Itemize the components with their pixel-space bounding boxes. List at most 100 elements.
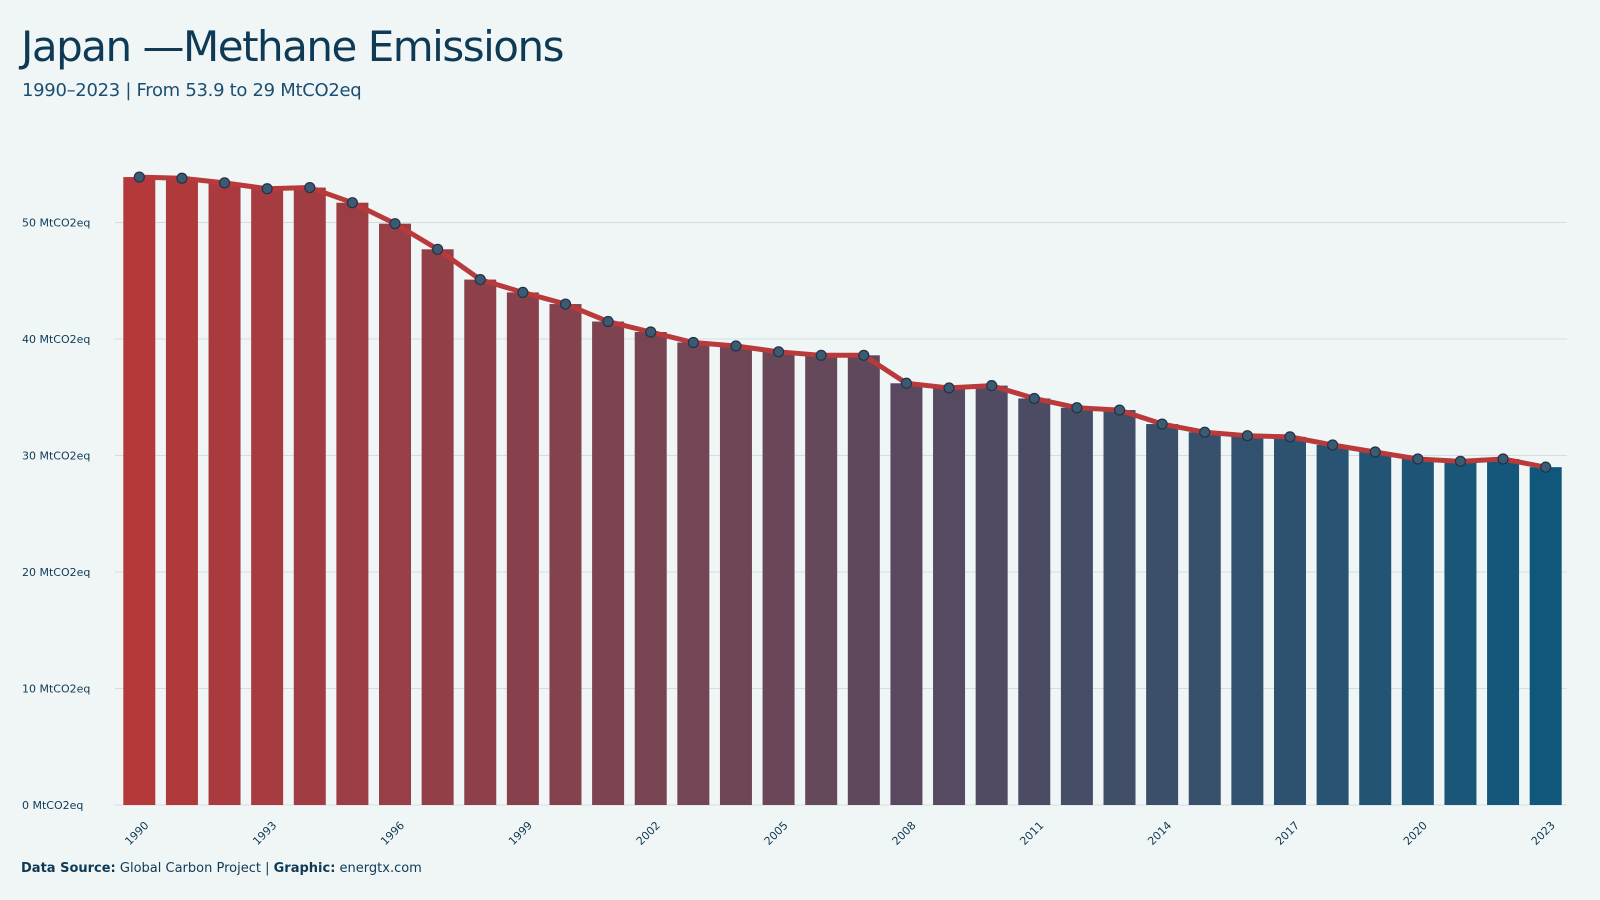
point-2003 [687,336,699,349]
point-1990 [133,171,145,183]
x-tick-label: 1999 [506,819,535,848]
source-label: Data Source: [21,861,116,876]
grid-lines [115,222,1567,806]
bar-1996 [379,223,412,806]
point-2016 [1241,430,1253,442]
chart-title: Japan —Methane Emissions [21,22,564,71]
x-tick-label: 1993 [250,819,279,848]
y-tick-label: 0 MtCO2eq [22,799,83,812]
caption-separator: | [265,861,270,876]
point-2009 [943,382,955,394]
bar-2007 [847,355,880,805]
point-2020 [1412,453,1424,465]
bar-1991 [165,178,198,806]
y-axis: 0 MtCO2eq 10 MtCO2eq 20 MtCO2eq 30 MtCO2eq 4… [22,217,90,813]
x-tick-label: 1996 [378,819,407,848]
trend-line [139,174,1547,470]
bar-2010 [975,385,1008,805]
point-2017 [1284,431,1296,443]
point-2013 [1113,404,1126,416]
x-tick-label: 2011 [1017,819,1046,848]
bar-2004 [719,345,752,805]
point-1993 [261,183,273,195]
y-tick-label: 30 MtCO2eq [22,450,90,463]
point-2001 [602,315,614,328]
chart-subtitle: 1990–2023 | From 53.9 to 29 MtCO2eq [22,80,362,101]
point-1994 [304,181,316,194]
point-1996 [389,218,401,230]
point-2007 [858,349,870,361]
point-1991 [176,172,188,184]
point-2000 [559,298,572,310]
bar-2020 [1401,458,1434,805]
point-2023 [1540,461,1552,473]
bar-1993 [251,188,284,806]
point-2014 [1156,418,1168,430]
x-tick-label: 2017 [1273,819,1302,848]
point-1995 [346,197,358,209]
bar-2011 [1018,398,1051,805]
bar-2006 [805,355,838,805]
point-2002 [645,326,657,338]
point-2018 [1327,439,1339,451]
x-tick-label: 2002 [634,819,663,848]
bar-2005 [762,351,795,805]
point-2012 [1071,402,1083,414]
bar-2017 [1273,436,1306,805]
point-2005 [772,346,785,358]
bar-2018 [1316,445,1349,805]
x-axis: 1990 1993 1996 1999 2002 2005 2008 2011 2014 2017… [122,819,1557,848]
point-1999 [517,286,529,298]
trend-points [133,171,1552,473]
bar-2014 [1146,424,1179,805]
x-tick-label: 1990 [122,819,151,848]
point-2019 [1369,446,1381,458]
bar-2016 [1231,435,1264,805]
bar-2019 [1359,452,1392,805]
bar-1990 [123,177,156,805]
bar-2001 [592,321,625,805]
point-2011 [1028,392,1040,405]
bar-1995 [336,202,369,805]
y-tick-label: 20 MtCO2eq [22,566,90,579]
bar-2023 [1529,467,1562,805]
bar-1994 [293,187,326,806]
bar-2022 [1487,458,1520,805]
point-2008 [900,377,913,389]
y-tick-label: 10 MtCO2eq [22,683,90,696]
point-1992 [218,177,231,189]
bar-2015 [1188,432,1221,805]
bar-series [123,177,1562,806]
x-tick-label: 2005 [762,819,791,848]
point-1997 [432,243,444,255]
graphic-label: Graphic: [273,861,336,876]
bar-1997 [421,249,454,806]
x-tick-label: 2023 [1529,819,1558,848]
y-tick-label: 50 MtCO2eq [22,217,90,230]
x-tick-label: 2020 [1401,819,1430,848]
source-value: Global Carbon Project [119,861,261,876]
bar-1992 [208,182,241,805]
bar-1999 [506,292,539,805]
caption: Data Source: Global Carbon Project | Gra… [21,861,422,876]
point-2022 [1497,453,1509,465]
bar-2021 [1444,461,1477,805]
point-1998 [474,273,486,286]
y-tick-label: 40 MtCO2eq [22,333,90,346]
point-2010 [986,380,998,392]
bar-2013 [1103,410,1136,805]
point-2021 [1454,455,1467,467]
graphic-value: energtx.com [339,861,422,876]
point-2004 [730,340,742,352]
bar-2012 [1060,407,1093,805]
bar-2009 [933,387,966,805]
x-tick-label: 2014 [1145,819,1174,848]
point-2015 [1199,426,1211,438]
bar-2002 [634,332,667,805]
bar-2000 [549,304,582,805]
bar-2003 [677,342,710,805]
bar-1998 [464,279,497,806]
bar-2008 [890,383,923,805]
